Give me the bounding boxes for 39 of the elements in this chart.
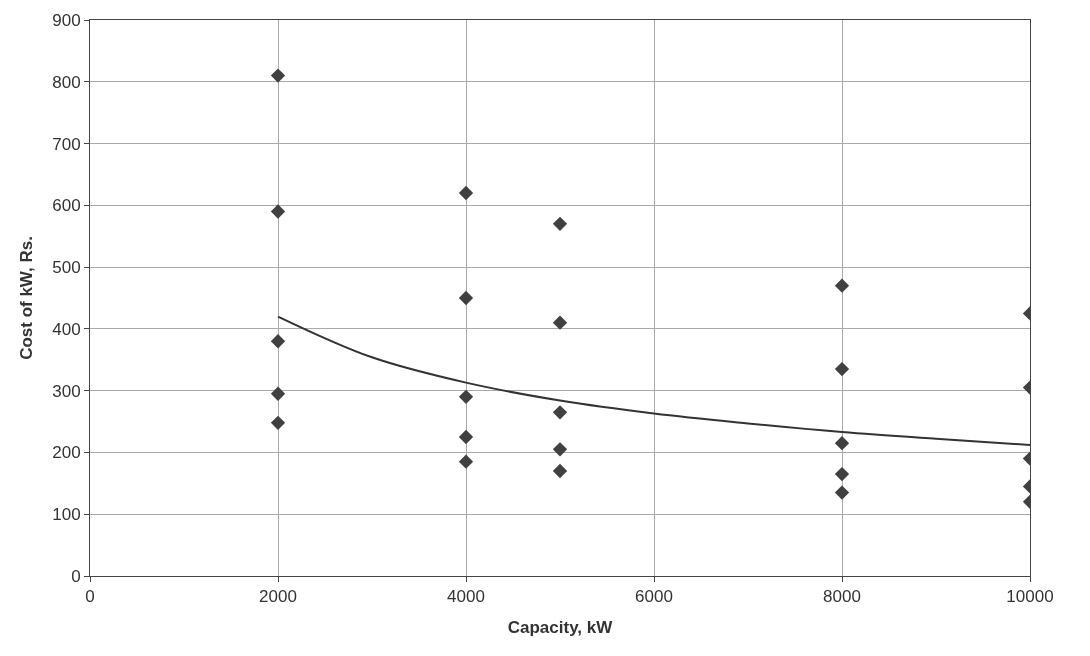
point	[270, 68, 286, 83]
point	[834, 278, 850, 293]
point	[458, 454, 474, 469]
point	[552, 442, 568, 457]
x-tick-label: 2000	[259, 587, 297, 607]
x-tick-label: 8000	[823, 587, 861, 607]
point	[834, 436, 850, 451]
x-tick-label: 6000	[635, 587, 673, 607]
point	[270, 415, 286, 430]
point	[458, 389, 474, 404]
point	[834, 361, 850, 377]
x-tick-label: 10000	[1006, 587, 1054, 607]
y-tick-label: 700	[52, 134, 81, 154]
x-tick-label: 0	[85, 587, 95, 607]
y-tick-label: 800	[52, 72, 81, 92]
y-tick-label: 0	[71, 566, 81, 586]
point	[834, 466, 850, 482]
x-axis-title: Capacity, kW	[507, 617, 614, 637]
point	[552, 315, 568, 330]
y-tick-label: 300	[52, 381, 81, 401]
y-tick-label: 200	[52, 443, 81, 463]
point	[458, 429, 474, 445]
point	[458, 290, 474, 306]
point	[552, 216, 568, 232]
y-tick-label: 100	[52, 505, 81, 525]
x-tick-label: 4000	[447, 587, 485, 607]
y-tick-label: 900	[52, 10, 81, 30]
point	[552, 405, 568, 420]
point	[270, 204, 286, 219]
y-tick-label: 400	[52, 319, 81, 339]
point	[834, 485, 850, 500]
point	[270, 334, 286, 349]
line-series	[277, 315, 1030, 447]
y-axis-title: Cost of kW, Rs.	[16, 236, 36, 360]
y-tick-label: 500	[52, 258, 81, 278]
y-tick-label: 600	[52, 196, 81, 216]
point	[458, 185, 474, 201]
point	[270, 386, 286, 401]
point	[552, 463, 568, 479]
